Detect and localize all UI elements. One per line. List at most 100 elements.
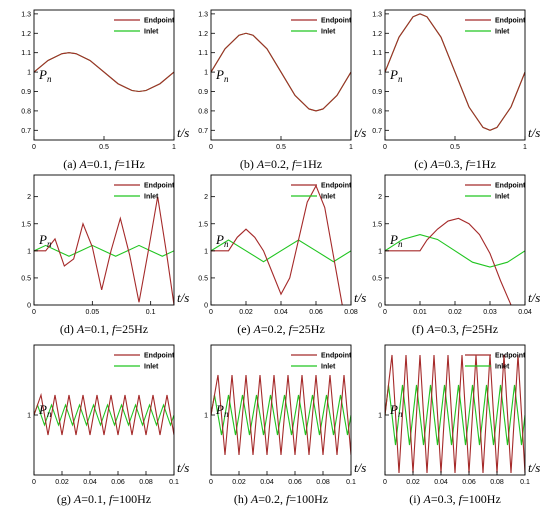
x-axis-label: t/s [177, 460, 189, 475]
series-line-endpoint [385, 354, 525, 474]
x-axis-label: t/s [177, 125, 189, 140]
x-tick-label: 0.1 [146, 309, 156, 316]
panel-h: 0 0.02 0.04 0.06 0.08 0.11 Pnt/sEndpointInlet(… [204, 344, 366, 506]
legend-label: Inlet [144, 364, 159, 371]
plot-frame [33, 174, 175, 306]
y-tick-label: 1.3 [198, 11, 208, 18]
x-tick-label: 0 [32, 144, 36, 151]
x-tick-label: 0.08 [490, 479, 504, 486]
x-tick-label: 1 [523, 144, 527, 151]
panel-g: 0 0.02 0.04 0.06 0.08 0.1 1 Pn t/s Endpoint Inlet (… [27, 344, 189, 506]
panel-caption: (e) A=0.2, f=25Hz [237, 322, 325, 336]
x-tick-label: 0.04 [260, 479, 274, 486]
x-tick-label: 0 [209, 479, 213, 486]
series-line-endpoint [385, 13, 525, 131]
series-line-inlet [34, 244, 174, 257]
legend-label: Inlet [144, 194, 159, 201]
x-tick-label: 0.08 [139, 479, 153, 486]
y-tick-label: 0.9 [198, 89, 208, 96]
x-tick-label: 0 [32, 479, 36, 486]
x-tick-label: 0 [209, 309, 213, 316]
legend-label: Endpoint [495, 183, 526, 190]
plot-frame [210, 344, 352, 476]
x-tick-label: 0.02 [239, 309, 253, 316]
panel-b: 0 0.5 1 0.7 0.8 0.9 1 1.1 1.2 1.3 Pn t/s Endpoint Inl… [198, 9, 366, 171]
legend-label: Inlet [321, 364, 336, 371]
y-tick-label: 0.9 [372, 89, 382, 96]
y-tick-label: 1.2 [372, 31, 382, 38]
panel-caption: (f) A=0.3, f=25Hz [412, 322, 498, 336]
x-tick-label: 1 [349, 144, 353, 151]
legend-label: Endpoint [321, 353, 352, 360]
legend-label: Endpoint [144, 353, 175, 360]
x-tick-label: 0.02 [448, 309, 462, 316]
y-axis-label: Pn [215, 67, 229, 84]
legend-label: Inlet [321, 29, 336, 36]
y-tick-label: 1.5 [198, 221, 208, 228]
y-tick-label: 1.5 [372, 221, 382, 228]
panel-a: 0 0.5 1 0.7 0.8 0.9 1 1.1 1.2 1.3 Pn t/s Endpoint Inl… [21, 9, 189, 171]
x-tick-label: 0.01 [413, 309, 427, 316]
series-line-inlet [211, 239, 351, 263]
x-tick-label: 0.04 [518, 309, 532, 316]
legend-label: Endpoint [144, 18, 175, 25]
x-tick-label: 0.02 [406, 479, 420, 486]
y-tick-label: 1 [204, 248, 208, 255]
y-tick-label: 1.3 [21, 11, 31, 18]
x-tick-label: 0 [383, 479, 387, 486]
x-tick-label: 0.1 [346, 479, 356, 486]
panel-caption: (h) A=0.2, f=100Hz [234, 492, 328, 506]
x-tick-label: 0.5 [450, 144, 460, 151]
y-tick-label: 0.7 [21, 128, 31, 135]
x-axis-label: t/s [528, 125, 540, 140]
legend-label: Endpoint [321, 183, 352, 190]
x-tick-label: 0.5 [99, 144, 109, 151]
y-axis-label: Pn [389, 232, 403, 249]
y-tick-label: 0.5 [21, 275, 31, 282]
x-tick-label: 0.05 [86, 309, 100, 316]
y-axis-label: Pn [389, 67, 403, 84]
y-tick-label: 0.7 [372, 128, 382, 135]
y-tick-label: 0.8 [372, 108, 382, 115]
y-tick-label: 1.2 [21, 31, 31, 38]
y-tick-label: 0.5 [372, 275, 382, 282]
series-line-endpoint [385, 217, 512, 305]
series-line-endpoint [34, 196, 174, 305]
x-tick-label: 0.04 [83, 479, 97, 486]
legend-label: Endpoint [321, 18, 352, 25]
panel-e: 0 0.02 0.04 0.06 0.08 0 0.5 1 1.5 2 Pn t/s Endpoint I… [198, 174, 366, 336]
x-tick-label: 0 [383, 309, 387, 316]
x-tick-label: 0.1 [169, 479, 179, 486]
legend-label: Inlet [144, 29, 159, 36]
y-tick-label: 1.2 [198, 31, 208, 38]
y-tick-label: 1.1 [372, 50, 382, 57]
y-tick-label: 0.8 [21, 108, 31, 115]
legend-label: Inlet [495, 194, 510, 201]
panel-f: 0 0.01 0.02 0.03 0.04 0 0.5 1 1.5 2 Pn t/s Endpoint I… [372, 174, 540, 336]
y-tick-label: 0.9 [21, 89, 31, 96]
y-tick-label: 1.3 [372, 11, 382, 18]
y-tick-label: 1 [204, 413, 208, 420]
x-tick-label: 0.08 [344, 309, 358, 316]
panel-caption: (b) A=0.2, f=1Hz [240, 157, 322, 171]
series-line-inlet [34, 403, 174, 427]
panel-d: 0 0.05 0.1 0 0.5 1 1.5 2 Pn t/s Endpoint Inlet (d) A… [21, 174, 189, 336]
y-axis-label: Pn [38, 402, 52, 419]
y-tick-label: 1 [27, 413, 31, 420]
x-tick-label: 0.02 [232, 479, 246, 486]
x-axis-label: t/s [177, 290, 189, 305]
x-tick-label: 0.06 [309, 309, 323, 316]
y-tick-label: 2 [378, 194, 382, 201]
x-tick-label: 0.04 [434, 479, 448, 486]
y-tick-label: 0.7 [198, 128, 208, 135]
y-tick-label: 2 [204, 194, 208, 201]
x-tick-label: 0.02 [55, 479, 69, 486]
x-tick-label: 0.04 [274, 309, 288, 316]
series-line-inlet [385, 384, 525, 446]
legend-label: Endpoint [495, 353, 526, 360]
x-tick-label: 0 [383, 144, 387, 151]
y-tick-label: 1 [378, 248, 382, 255]
x-axis-label: t/s [354, 125, 366, 140]
x-tick-label: 0.5 [276, 144, 286, 151]
panel-caption: (a) A=0.1, f=1Hz [63, 157, 145, 171]
